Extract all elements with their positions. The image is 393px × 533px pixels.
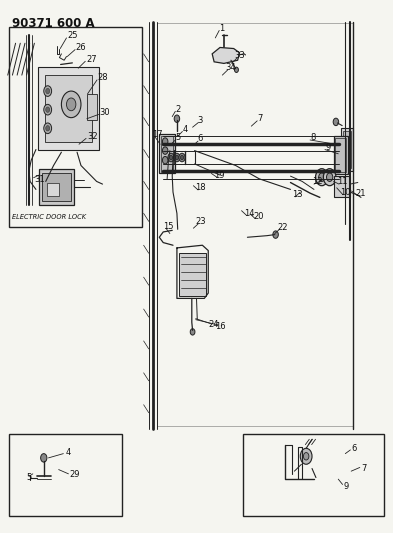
Text: 11: 11 [337,177,347,186]
Circle shape [174,115,180,123]
Text: 4: 4 [182,125,187,134]
Circle shape [180,156,184,160]
Circle shape [190,329,195,335]
Circle shape [323,168,336,185]
Text: 5: 5 [175,133,180,142]
Text: 16: 16 [215,321,226,330]
Circle shape [162,138,168,146]
Circle shape [273,231,278,238]
Bar [244,434,384,516]
Bar [342,128,353,171]
Text: 8: 8 [310,133,316,142]
Circle shape [300,448,312,464]
Circle shape [44,123,51,134]
Text: 13: 13 [292,190,303,199]
Bar [334,136,349,174]
Text: 23: 23 [195,217,206,227]
Text: 31: 31 [34,175,45,184]
Circle shape [46,126,50,131]
Text: ELECTRIC DOOR LOCK: ELECTRIC DOOR LOCK [13,214,86,220]
Circle shape [44,86,51,96]
Text: 9: 9 [325,143,331,152]
Circle shape [333,118,339,126]
Text: 12: 12 [312,177,322,186]
Text: 7: 7 [361,464,366,473]
Bar [39,169,74,205]
Text: 30: 30 [99,108,110,117]
Circle shape [169,156,173,160]
Circle shape [46,107,50,112]
Circle shape [66,98,76,111]
Text: 27: 27 [86,55,97,63]
Text: 32: 32 [87,132,97,141]
Text: 2: 2 [175,104,180,114]
Bar [335,138,346,172]
Circle shape [235,67,239,72]
Bar [159,134,175,173]
Bar [343,131,351,168]
Text: 14: 14 [244,209,255,218]
Bar [9,434,122,516]
Bar [161,136,173,172]
Text: 20: 20 [253,212,264,221]
Text: 26: 26 [76,43,86,52]
Text: 28: 28 [98,73,108,82]
Circle shape [162,157,168,164]
Circle shape [303,453,309,460]
Text: 19: 19 [214,171,224,180]
Text: 33: 33 [234,52,245,60]
Circle shape [175,156,178,160]
Circle shape [61,91,81,118]
Polygon shape [212,47,240,63]
Bar [45,75,92,142]
Text: 18: 18 [195,183,206,192]
Bar [38,67,99,150]
Bar [42,173,71,201]
Circle shape [46,88,50,94]
Text: 10: 10 [340,188,351,197]
Text: 25: 25 [67,31,78,40]
Text: 21: 21 [355,189,365,198]
Circle shape [316,168,328,185]
Text: 6: 6 [198,134,203,143]
Text: 24: 24 [208,320,219,329]
Text: 90371 600 A: 90371 600 A [13,17,95,30]
Circle shape [162,147,168,155]
Text: 3: 3 [198,116,203,125]
Text: 17: 17 [152,130,163,139]
Text: 22: 22 [277,223,288,232]
Text: 9: 9 [343,482,349,491]
Text: 1: 1 [219,24,224,33]
Text: 29: 29 [69,471,80,479]
Text: 7: 7 [257,114,263,123]
Circle shape [174,154,180,162]
Circle shape [44,104,51,115]
Circle shape [40,454,47,462]
Text: 6: 6 [352,444,357,453]
Circle shape [319,173,325,181]
Bar [334,176,350,197]
Text: 5: 5 [27,473,32,481]
Bar [87,94,97,120]
Circle shape [168,154,174,162]
Bar [179,253,206,296]
Circle shape [179,154,185,162]
Text: 34: 34 [225,63,235,72]
Text: 15: 15 [163,222,174,231]
Text: 4: 4 [65,448,71,457]
Bar [47,182,59,196]
Circle shape [327,173,333,181]
Bar [9,27,141,227]
